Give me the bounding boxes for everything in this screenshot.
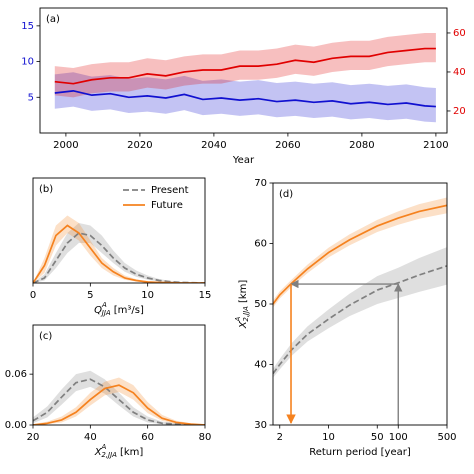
uncertainty-band (273, 247, 447, 378)
plot-area (33, 215, 205, 283)
y-tick-label: 50 (254, 299, 267, 310)
y2-tick-label: 40 (453, 67, 466, 78)
uncertainty-band (33, 370, 205, 425)
x-tick-label: 10 (322, 432, 335, 443)
x-tick-label: 20 (27, 432, 40, 443)
y-tick-label: 40 (254, 360, 267, 371)
series-line (33, 378, 205, 425)
legend-label: Future (151, 200, 183, 211)
y-axis-label-sup: A (234, 316, 242, 322)
panel-label: (b) (39, 184, 53, 195)
y-tick-label: 0.00 (5, 420, 27, 431)
legend-label: Present (151, 185, 189, 196)
uncertainty-band (54, 72, 436, 123)
y-tick-label: 70 (254, 178, 267, 189)
y2-tick-label: 60 (453, 28, 466, 39)
series-line (54, 47, 436, 85)
x-axis-label-base: X (94, 447, 103, 458)
x-axis-label-unit: [m³/s] (114, 305, 144, 316)
y-tick-label: 60 (254, 239, 267, 250)
series-line (54, 89, 436, 108)
x-tick-label: 100 (389, 432, 408, 443)
x-tick-label: 0 (30, 290, 36, 301)
y-axis-label-base: X (238, 320, 249, 329)
x-axis-label: XA 2,JJA [km] (94, 443, 144, 459)
x-axis-label-sub: 2,JJA (101, 451, 117, 459)
axes-frame (32, 177, 206, 284)
x-axis-label: QA JJA [m³/s] (94, 301, 144, 317)
y2-tick-label: 20 (453, 106, 466, 117)
panel-label: (c) (39, 331, 52, 342)
x-tick-label: 2 (277, 432, 283, 443)
x-axis-label-sub: JJA (100, 309, 111, 317)
series-line (33, 384, 205, 425)
x-tick-label: 80 (199, 432, 212, 443)
y-tick-label: 30 (254, 420, 267, 431)
x-tick-label: 5 (87, 290, 93, 301)
panel-label: (d) (279, 189, 293, 200)
uncertainty-band (33, 223, 205, 283)
x-tick-label: 2060 (275, 140, 300, 151)
x-tick-label: 50 (371, 432, 384, 443)
plot-area (273, 197, 447, 378)
x-axis-label-base: Q (94, 305, 102, 316)
y-axis-label-unit: [km] (238, 280, 249, 303)
y-tick-label: 15 (21, 21, 34, 32)
x-tick-label: 2000 (53, 140, 78, 151)
y-tick-label: 5 (28, 92, 34, 103)
y-tick-label: 10 (21, 57, 34, 68)
series-line (273, 265, 447, 375)
x-axis-label: Year (232, 155, 255, 166)
y-axis-label: XA2,JJA [km] (234, 280, 250, 330)
uncertainty-band (54, 32, 436, 98)
x-tick-label: 2040 (201, 140, 226, 151)
x-axis-label: Return period [year] (309, 447, 411, 458)
axes-frame (39, 7, 448, 134)
y-axis-label-sub: 2,JJA (242, 306, 250, 322)
x-tick-label: 15 (199, 290, 212, 301)
panel-label: (a) (46, 14, 60, 25)
x-tick-label: 2100 (423, 140, 448, 151)
x-tick-label: 500 (437, 432, 456, 443)
axes-frame (32, 324, 206, 426)
uncertainty-band (33, 215, 205, 283)
plot-area (54, 32, 436, 123)
x-axis-label-sup: A (101, 301, 107, 309)
x-tick-label: 2080 (349, 140, 374, 151)
x-tick-label: 10 (141, 290, 154, 301)
x-tick-label: 60 (141, 432, 154, 443)
plot-area (33, 370, 205, 425)
series-line (273, 204, 447, 305)
x-tick-label: 2020 (127, 140, 152, 151)
y-tick-label: 0.06 (5, 369, 27, 380)
x-axis-label-unit: [km] (120, 447, 143, 458)
x-tick-label: 40 (84, 432, 97, 443)
x-axis-label-sup: A (101, 443, 107, 451)
